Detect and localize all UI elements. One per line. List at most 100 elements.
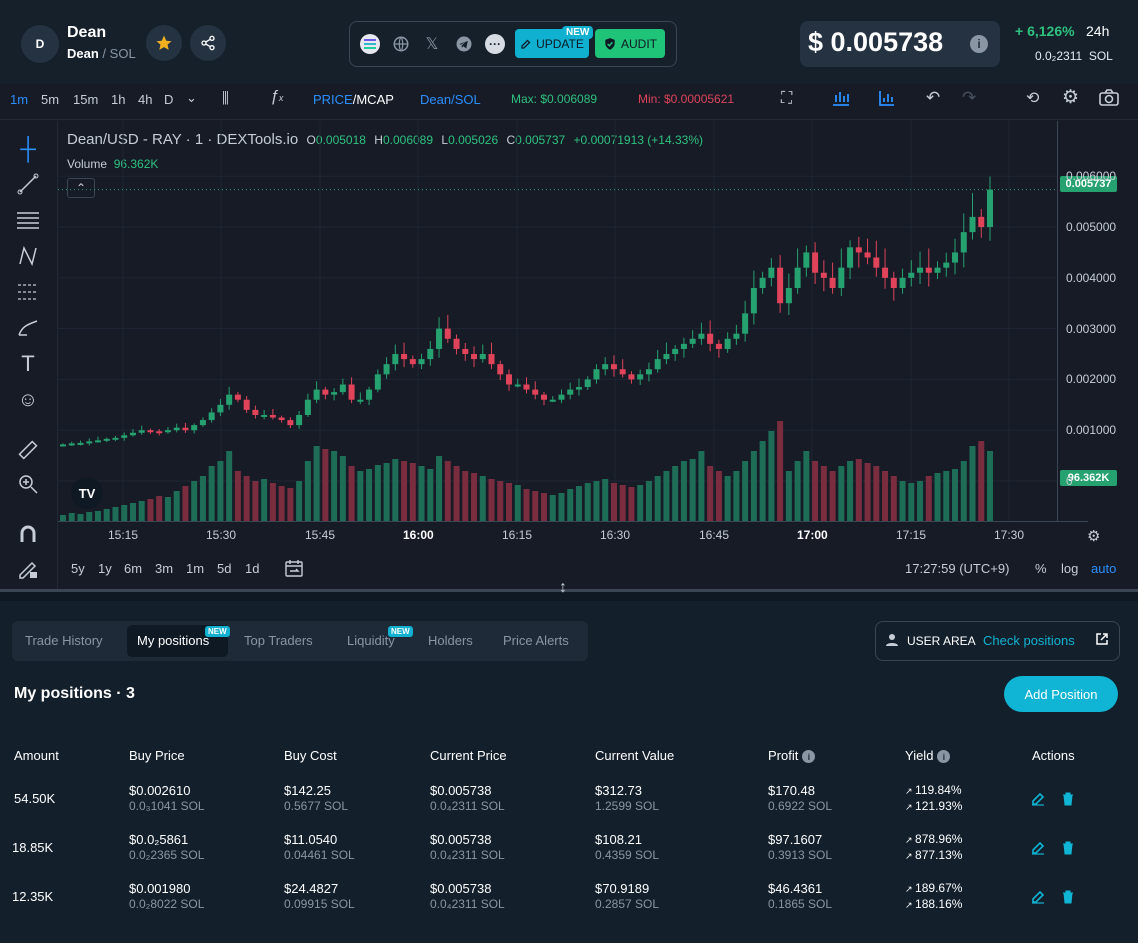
trendline-icon[interactable] [14,170,42,198]
y-tick-label: 0 [1066,474,1073,488]
volume-bar [506,483,513,521]
brush-icon[interactable] [14,314,42,342]
cell-buy-cost: $142.25 [284,783,331,798]
candle-type-icon[interactable]: ⫼ [222,90,229,107]
log-scale-toggle[interactable]: log [1061,561,1079,576]
chart-toolbar [0,84,1138,120]
update-button[interactable]: UPDATE [515,29,589,58]
cell-cur-price: $0.005738 [430,832,492,847]
resize-handle-icon[interactable]: ↕ [559,579,567,596]
external-link-icon[interactable] [1095,632,1109,651]
volume-bar [654,476,661,521]
range-1m[interactable]: 1m [186,561,205,576]
candle-body [934,267,941,273]
range-1y[interactable]: 1y [98,561,112,576]
x-twitter-icon[interactable]: 𝕏 [425,36,439,53]
edit-icon[interactable] [1030,840,1046,856]
positions-title: My positions · 3 [14,685,135,702]
ruler-icon[interactable] [14,436,42,464]
more-icon[interactable]: ··· [485,34,505,54]
price-info-icon[interactable]: i [970,35,988,53]
pair-toggle[interactable]: Dean/SOL [420,92,481,107]
tab-holders[interactable]: Holders [428,633,473,648]
interval-1h[interactable]: 1h [111,92,126,107]
volume-bar [768,431,775,521]
delete-trash-icon[interactable] [1060,840,1076,856]
tab-price-alerts[interactable]: Price Alerts [503,633,569,648]
prediction-icon[interactable] [14,278,42,306]
camera-icon[interactable] [1098,89,1120,110]
delete-trash-icon[interactable] [1060,791,1076,807]
bar-chart-icon[interactable] [878,89,896,110]
zoom-in-icon[interactable] [14,470,42,498]
auto-scale-toggle[interactable]: auto [1091,561,1117,576]
lock-drawings-icon[interactable] [14,555,42,583]
candle-body [366,389,373,400]
fib-lines-icon[interactable] [14,206,42,234]
indicators-fx-icon[interactable]: ƒx [270,88,284,105]
sol-price: 0.0₂2311 SOL [1035,49,1113,63]
tab-liquidity[interactable]: Liquidity [347,633,395,648]
candle-body [514,384,521,387]
delete-trash-icon[interactable] [1060,889,1076,905]
settings-gear-icon[interactable]: ⚙ [1062,87,1080,108]
undo-icon[interactable]: ↶ [926,88,941,107]
share-icon [201,35,215,51]
price-mcap-toggle[interactable]: PRICE/MCAP [313,92,394,107]
goto-date-icon[interactable] [284,558,304,583]
text-tool-icon[interactable]: T [21,351,35,376]
share-button[interactable] [190,25,226,61]
axis-settings-icon[interactable]: ⚙ [1087,528,1101,545]
edit-icon[interactable] [1030,791,1046,807]
interval-D[interactable]: D [164,92,174,107]
pattern-icon[interactable] [14,242,42,270]
range-5y[interactable]: 5y [71,561,85,576]
candle-body [331,392,338,395]
edit-icon[interactable] [1030,889,1046,905]
range-3m[interactable]: 3m [155,561,174,576]
candle-body [645,369,652,375]
info-icon[interactable]: i [937,750,951,764]
add-position-button[interactable]: Add Position [1004,676,1118,712]
range-1d[interactable]: 1d [245,561,260,576]
interval-4h[interactable]: 4h [138,92,153,107]
volume-bar [296,481,303,521]
favorite-star-button[interactable] [146,25,182,61]
collapse-legend-button[interactable]: ⌃ [67,178,95,198]
fullscreen-icon[interactable]: ⛶ [781,90,793,107]
emoji-icon[interactable]: ☺ [17,388,39,411]
tab-trade-history[interactable]: Trade History [25,633,103,648]
interval-1m[interactable]: 1m [10,92,29,107]
check-positions-link[interactable]: Check positions [983,633,1075,648]
cell-buy-price-sol: 0.0₂8022 SOL [129,897,205,911]
resize-divider[interactable] [0,589,1138,592]
audit-button[interactable]: AUDIT [595,29,665,58]
cell-yield: ↗ 189.67% [905,881,963,895]
volume-bar [331,451,338,521]
candle-body [917,267,924,273]
interval-dropdown-icon[interactable]: ⌄ [186,90,197,105]
solana-icon[interactable] [360,34,380,54]
interval-5m[interactable]: 5m [41,92,60,107]
info-icon[interactable]: i [802,750,816,764]
tab-top-traders[interactable]: Top Traders [244,633,313,648]
magnet-icon[interactable] [14,520,42,548]
cell-cur-value: $312.73 [595,783,642,798]
telegram-icon[interactable] [454,34,474,54]
redo-icon[interactable]: ↷ [962,88,977,107]
website-globe-icon[interactable] [391,34,411,54]
crosshair-icon[interactable]: ┼ [20,136,36,161]
range-5d[interactable]: 5d [217,561,232,576]
chart-overlay-icon[interactable] [831,89,851,110]
cell-buy-cost-sol: 0.5677 SOL [284,799,349,813]
volume-bar [514,485,521,521]
price-chart[interactable] [58,121,1058,521]
candle-body [156,431,163,434]
replay-icon[interactable]: ⟲ [1026,90,1040,107]
range-6m[interactable]: 6m [124,561,143,576]
tab-my-positions[interactable]: My positions [137,633,210,648]
interval-15m[interactable]: 15m [73,92,99,107]
candle-body [374,374,381,390]
user-area-box [875,621,1120,661]
percent-scale-toggle[interactable]: % [1035,561,1047,576]
